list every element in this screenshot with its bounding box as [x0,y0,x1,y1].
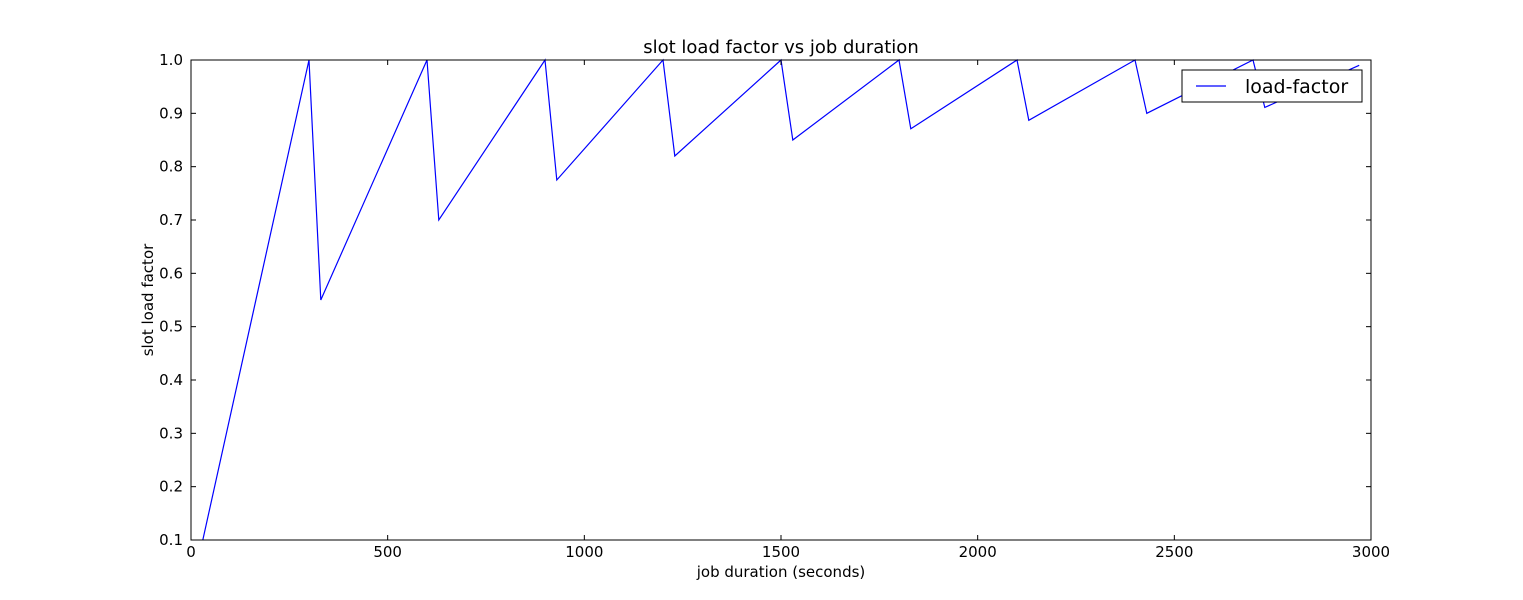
y-tick-label: 0.8 [159,158,183,176]
x-tick-label: 2500 [1155,543,1193,561]
x-tick-label: 0 [186,543,196,561]
y-axis-title: slot load factor [139,243,157,356]
y-axis-ticks: 0.1 0.2 0.3 0.4 0.5 0.6 0.7 0.8 0.9 1.0 [159,51,1371,549]
y-tick-label: 0.2 [159,478,183,496]
x-axis-title: job duration (seconds) [696,563,866,581]
x-tick-label: 3000 [1352,543,1390,561]
y-tick-label: 0.7 [159,211,183,229]
y-tick-label: 0.6 [159,264,183,282]
x-tick-label: 1000 [565,543,603,561]
x-axis-ticks: 0 500 1000 1500 2000 2500 3000 [186,60,1390,561]
legend: load-factor [1181,69,1363,103]
plot-area [191,60,1371,540]
y-tick-label: 0.3 [159,424,183,442]
x-tick-label: 500 [373,543,402,561]
series-line-load-factor [202,58,1360,541]
y-tick-label: 0.1 [159,531,183,549]
legend-label-load-factor: load-factor [1245,76,1348,98]
y-tick-label: 1.0 [159,51,183,69]
x-tick-label: 2000 [959,543,997,561]
y-tick-label: 0.5 [159,318,183,336]
chart-title: slot load factor vs job duration [643,37,918,58]
y-tick-label: 0.9 [159,104,183,122]
y-tick-label: 0.4 [159,371,183,389]
series-layer [202,58,1360,541]
x-tick-label: 1500 [762,543,800,561]
